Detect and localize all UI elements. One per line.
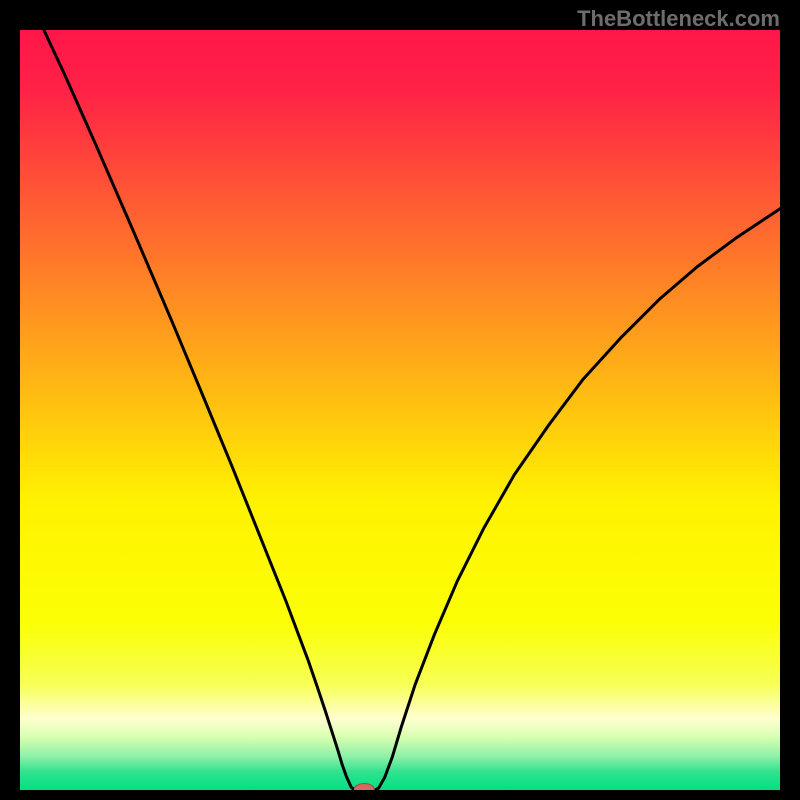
chart-svg [18,28,782,792]
watermark-text: TheBottleneck.com [577,6,780,32]
chart-background [19,29,781,791]
chart-area [18,28,782,792]
